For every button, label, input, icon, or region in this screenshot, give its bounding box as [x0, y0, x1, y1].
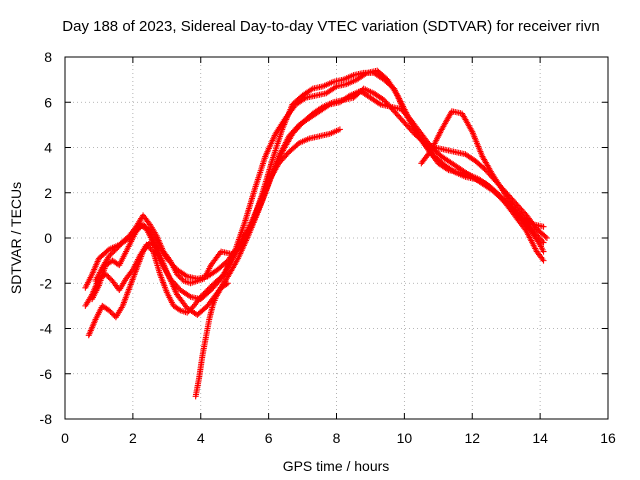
y-tick-label: -4 [40, 321, 53, 337]
data-point [130, 230, 137, 237]
data-point [106, 253, 113, 260]
data-point [540, 248, 547, 255]
data-point [108, 310, 115, 317]
y-tick-label: 2 [44, 185, 52, 201]
data-point [106, 275, 113, 282]
chart-title: Day 188 of 2023, Sidereal Day-to-day VTE… [62, 18, 599, 35]
data-point [107, 308, 114, 315]
data-point [133, 228, 140, 235]
x-tick-label: 4 [197, 430, 205, 446]
data-point [135, 225, 142, 232]
data-point [137, 224, 144, 231]
data-point [141, 222, 148, 229]
data-point [176, 273, 183, 280]
series-track-e [92, 126, 343, 284]
data-point [129, 232, 136, 239]
data-point [543, 235, 550, 241]
x-tick-label: 8 [333, 430, 341, 446]
data-point [116, 242, 123, 249]
data-point [140, 221, 147, 228]
x-tick-label: 16 [600, 430, 616, 446]
data-point [176, 306, 183, 313]
axis-ticks: 0 2 4 6 8 10 12 14 16 -8 -6 -4 -2 0 2 4 6 8 [40, 49, 616, 446]
data-point [111, 247, 118, 254]
y-tick-label: -8 [40, 411, 53, 427]
data-point [540, 223, 547, 230]
data-point [542, 233, 549, 240]
data-point [147, 245, 154, 252]
data-point [126, 235, 133, 241]
y-tick-label: 4 [44, 140, 52, 156]
x-tick-label: 2 [129, 430, 137, 446]
x-tick-label: 10 [397, 430, 413, 446]
data-point [114, 244, 121, 251]
y-tick-label: -2 [40, 275, 53, 291]
data-point [178, 275, 185, 282]
series-track-g [192, 280, 231, 400]
data-point [179, 276, 186, 283]
data-point [115, 243, 122, 250]
data-point [107, 251, 114, 258]
y-tick-label: -6 [40, 366, 53, 382]
series-track-f [418, 108, 547, 230]
data-point [106, 307, 113, 314]
data-point [108, 250, 115, 257]
data-point [134, 226, 141, 233]
data-point [540, 239, 547, 246]
data-point [540, 257, 547, 264]
y-tick-label: 0 [44, 230, 52, 246]
data-point [144, 225, 151, 232]
data-point [224, 280, 231, 287]
data-point [142, 224, 149, 231]
y-tick-label: 6 [44, 94, 52, 110]
x-tick-label: 14 [532, 430, 548, 446]
y-axis-label: SDTVAR / TECUs [8, 182, 24, 294]
data-marks [82, 67, 550, 400]
data-point [336, 126, 343, 133]
grid [65, 57, 608, 419]
x-tick-label: 12 [464, 430, 480, 446]
data-point [112, 246, 119, 253]
x-axis-label: GPS time / hours [283, 458, 390, 474]
x-tick-label: 6 [265, 430, 273, 446]
data-point [539, 238, 546, 245]
data-point [223, 281, 230, 288]
data-point [127, 233, 134, 240]
data-point [131, 229, 138, 236]
data-point [105, 273, 112, 280]
y-tick-label: 8 [44, 49, 52, 65]
x-tick-label: 0 [61, 430, 69, 446]
data-point [110, 249, 117, 256]
